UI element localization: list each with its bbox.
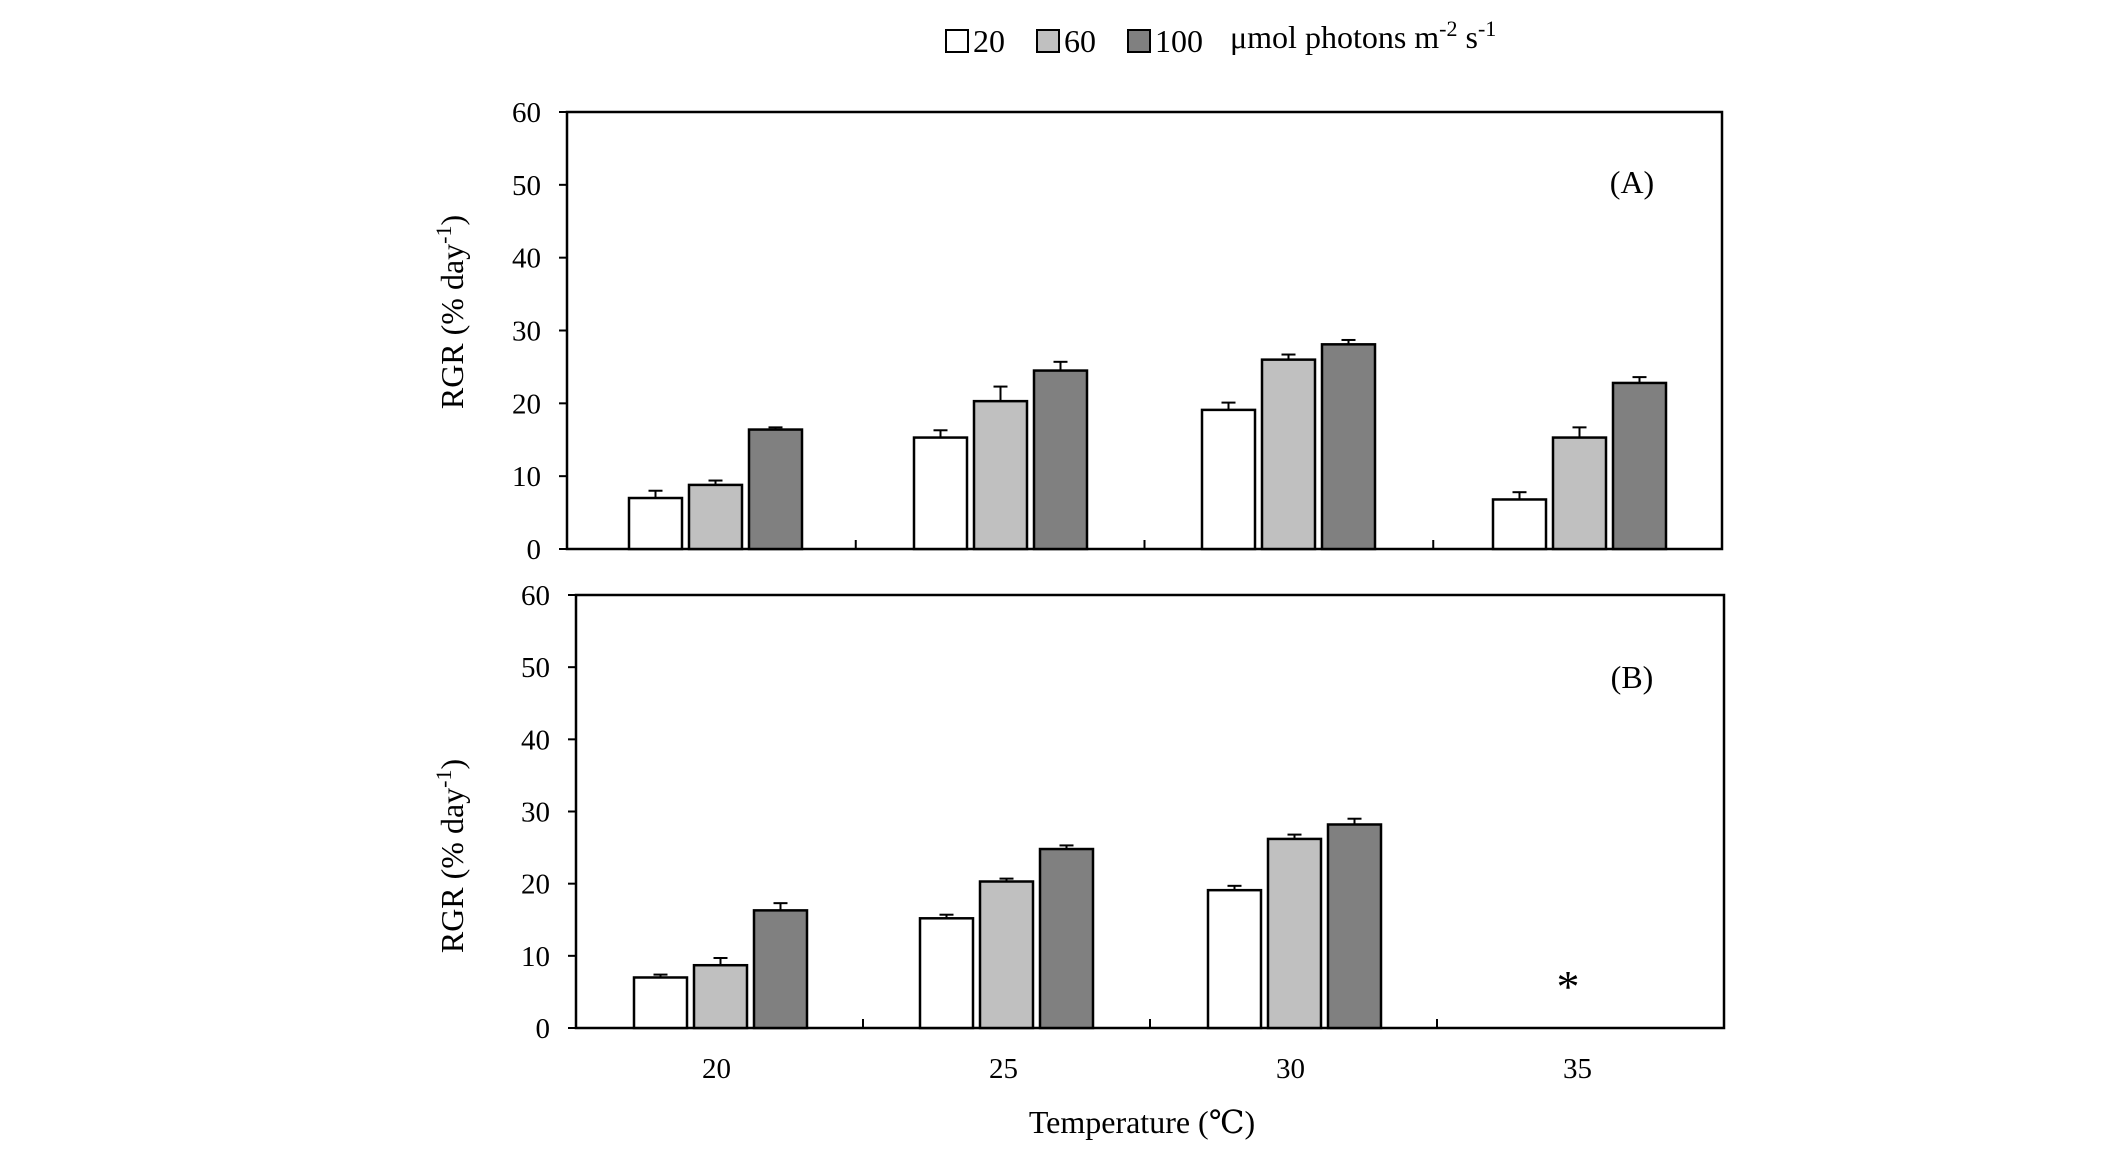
panel-b-y-tick-label: 0 [536, 1013, 551, 1045]
panel-b-y-tick-label: 30 [521, 797, 550, 829]
panel-b-bars [632, 817, 1383, 1030]
panel-b: 0 10 20 30 40 50 60 (B) * RGR (% day-1) [431, 580, 1726, 1045]
panel-a-ylabel-sup: -1 [431, 226, 456, 244]
panel-a-bar-30c-60 [1260, 358, 1317, 551]
legend-swatch-60 [1036, 29, 1060, 53]
x-axis-title: Temperature (℃) [1029, 1104, 1255, 1140]
panel-a-y-tick-label: 40 [512, 243, 541, 275]
panel-b-y-tick-label: 40 [521, 724, 550, 756]
panel-a-bar-30c-20 [1200, 408, 1257, 551]
legend-unit-prefix: μmol photons m [1230, 19, 1439, 55]
panel-a-bar-35c-100 [1611, 381, 1668, 551]
panel-a-ylabel-close: ) [434, 215, 470, 226]
panel-a-bar-20c-100 [747, 428, 804, 551]
panel-a-bar-35c-60 [1551, 436, 1608, 551]
panel-a-bar-20c-20 [627, 496, 684, 551]
panel-a-bar-30c-100 [1320, 343, 1377, 551]
panel-a-bar-35c-20 [1491, 498, 1548, 551]
legend-swatch-100 [1127, 29, 1151, 53]
panel-b-bar-30c-20 [1206, 888, 1263, 1030]
panel-a-plot-frame [565, 110, 1724, 551]
legend-swatch-20 [945, 29, 969, 53]
panel-b-y-tick-label: 10 [521, 941, 550, 973]
panel-a-y-axis-title: RGR (% day-1) [431, 215, 470, 409]
panel-b-bar-30c-60 [1266, 837, 1323, 1030]
panel-b-axes: 0 10 20 30 40 50 60 [521, 580, 1726, 1045]
panel-b-bar-20c-60 [692, 963, 749, 1030]
panel-a: 0 10 20 30 40 50 60 (A) RGR (% day-1) [431, 97, 1724, 566]
panel-b-bar-30c-100 [1326, 823, 1383, 1030]
panel-a-y-tick-label: 30 [512, 316, 541, 348]
x-tick-label-25: 25 [989, 1053, 1018, 1085]
panel-a-bar-25c-60 [972, 399, 1029, 551]
panel-b-no-data-marker: * [1557, 961, 1580, 1012]
legend-label-100: 100 [1155, 23, 1203, 59]
panel-a-y-tick-label: 0 [527, 534, 542, 566]
panel-a-axes: 0 10 20 30 40 50 60 [512, 97, 1724, 566]
legend-unit-mid: s [1458, 19, 1478, 55]
panel-a-bar-25c-100 [1032, 369, 1089, 551]
panel-b-ylabel-sup: -1 [431, 770, 456, 788]
legend-unit-exp1: -2 [1439, 16, 1457, 41]
panel-b-y-tick-label: 60 [521, 580, 550, 612]
panel-b-ylabel-close: ) [434, 759, 470, 770]
panel-b-y-axis-title: RGR (% day-1) [431, 759, 470, 953]
panel-b-bar-25c-20 [918, 917, 975, 1030]
panel-a-bar-25c-20 [912, 436, 969, 551]
x-axis: 20 25 30 35 [702, 1053, 1592, 1085]
legend-unit-exp2: -1 [1478, 16, 1496, 41]
panel-a-y-tick-label: 20 [512, 388, 541, 420]
panel-a-label: (A) [1610, 164, 1654, 200]
legend: 20 60 100 μmol photons m-2 s-1 [945, 16, 1496, 59]
panel-b-bar-20c-20 [632, 976, 689, 1030]
panel-a-bars [627, 338, 1668, 551]
panel-b-bar-20c-100 [752, 909, 809, 1030]
x-tick-label-20: 20 [702, 1053, 731, 1085]
legend-label-60: 60 [1064, 23, 1096, 59]
panel-a-y-tick-label: 60 [512, 97, 541, 129]
panel-b-plot-frame [574, 593, 1726, 1030]
x-tick-label-35: 35 [1563, 1053, 1592, 1085]
panel-a-bar-20c-60 [687, 483, 744, 551]
legend-label-20: 20 [973, 23, 1005, 59]
panel-b-ylabel-main: RGR (% day [434, 788, 470, 953]
panel-a-y-tick-label: 10 [512, 461, 541, 493]
panel-a-y-tick-label: 50 [512, 170, 541, 202]
panel-b-label: (B) [1611, 659, 1654, 695]
panel-b-bar-25c-60 [978, 880, 1035, 1030]
legend-unit: μmol photons m-2 s-1 [1230, 16, 1496, 55]
panel-a-ylabel-main: RGR (% day [434, 244, 470, 409]
x-tick-label-30: 30 [1276, 1053, 1305, 1085]
panel-b-y-tick-label: 50 [521, 652, 550, 684]
panel-b-y-tick-label: 20 [521, 869, 550, 901]
panel-b-bar-25c-100 [1038, 847, 1095, 1030]
